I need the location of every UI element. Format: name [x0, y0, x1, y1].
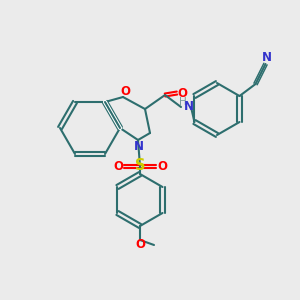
- Text: O: O: [120, 85, 130, 98]
- Text: O: O: [157, 160, 167, 172]
- Text: O: O: [177, 86, 187, 100]
- Text: O: O: [135, 238, 145, 251]
- Text: O: O: [113, 160, 123, 172]
- Text: H: H: [179, 97, 187, 107]
- Text: N: N: [262, 50, 272, 64]
- Text: N: N: [184, 100, 194, 112]
- Text: N: N: [134, 140, 144, 154]
- Text: S: S: [135, 158, 145, 173]
